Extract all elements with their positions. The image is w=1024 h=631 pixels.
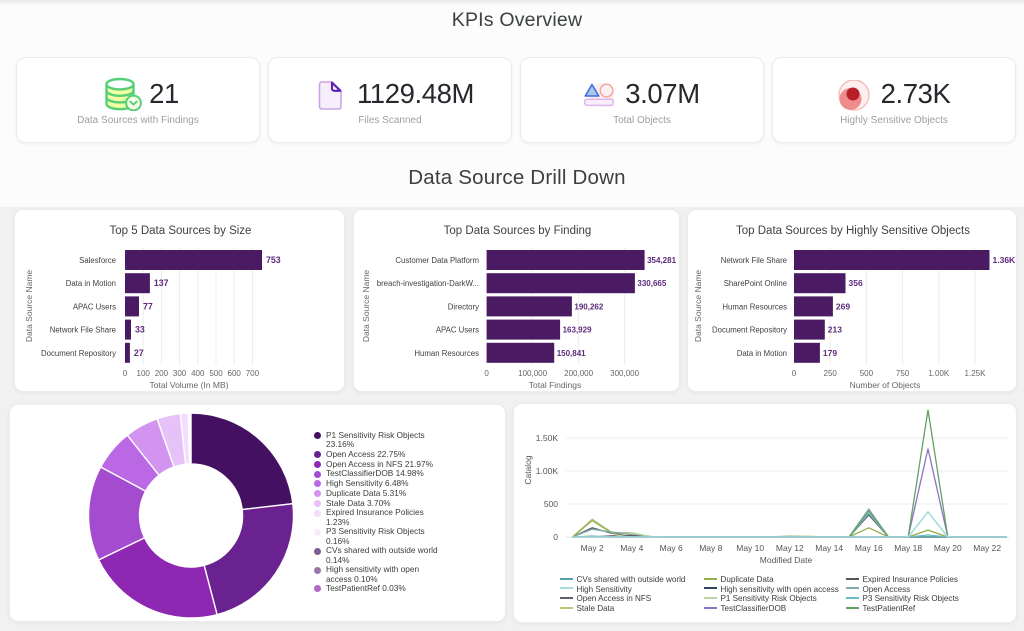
svg-text:Data in Motion: Data in Motion: [66, 279, 116, 288]
svg-text:1.25K: 1.25K: [965, 369, 987, 378]
svg-text:Top Data Sources by Finding: Top Data Sources by Finding: [444, 225, 592, 237]
svg-text:May 22: May 22: [973, 543, 1001, 553]
svg-text:Number of Objects: Number of Objects: [850, 380, 921, 390]
svg-text:300,000: 300,000: [610, 369, 639, 378]
svg-text:Document Repository: Document Repository: [712, 326, 787, 335]
svg-text:1.00K: 1.00K: [536, 466, 559, 476]
svg-text:May 16: May 16: [855, 543, 883, 553]
svg-text:354,281: 354,281: [647, 256, 676, 265]
svg-text:0: 0: [553, 532, 558, 542]
svg-text:500: 500: [544, 499, 558, 509]
svg-text:breach-investigation-DarkW...: breach-investigation-DarkW...: [377, 279, 479, 288]
svg-text:May 8: May 8: [699, 543, 722, 553]
svg-text:356: 356: [849, 278, 863, 288]
svg-text:Total Findings: Total Findings: [529, 380, 581, 390]
svg-text:Total Volume (In MB): Total Volume (In MB): [150, 380, 229, 390]
svg-text:250: 250: [824, 369, 838, 378]
svg-text:269: 269: [836, 301, 850, 311]
svg-text:100: 100: [137, 369, 151, 378]
svg-text:May 4: May 4: [620, 543, 643, 553]
svg-text:137: 137: [154, 278, 169, 288]
svg-text:May 18: May 18: [894, 543, 922, 553]
svg-text:Salesforce: Salesforce: [79, 256, 116, 265]
svg-text:Directory: Directory: [448, 302, 479, 311]
svg-text:600: 600: [228, 369, 242, 378]
svg-text:SharePoint Online: SharePoint Online: [724, 279, 787, 288]
svg-text:700: 700: [246, 369, 260, 378]
svg-text:Catalog: Catalog: [523, 455, 533, 485]
svg-text:Modified Date: Modified Date: [760, 555, 813, 565]
svg-text:163,929: 163,929: [563, 326, 592, 335]
svg-text:May 14: May 14: [815, 543, 843, 553]
svg-text:179: 179: [823, 348, 837, 358]
svg-text:190,262: 190,262: [574, 302, 603, 311]
svg-text:May 20: May 20: [934, 543, 962, 553]
svg-text:Document Repository: Document Repository: [41, 349, 116, 358]
svg-text:Top 5 Data Sources by Size: Top 5 Data Sources by Size: [110, 225, 252, 237]
svg-text:150,841: 150,841: [557, 349, 586, 358]
svg-text:750: 750: [896, 369, 910, 378]
svg-text:May 12: May 12: [776, 543, 804, 553]
svg-text:100,000: 100,000: [518, 369, 547, 378]
svg-text:May 2: May 2: [581, 543, 604, 553]
svg-text:200,000: 200,000: [564, 369, 593, 378]
svg-text:77: 77: [143, 301, 153, 311]
svg-text:Human Resources: Human Resources: [722, 302, 787, 311]
svg-text:1.00K: 1.00K: [928, 369, 950, 378]
svg-text:1.36K: 1.36K: [993, 255, 1017, 265]
svg-text:0: 0: [484, 369, 489, 378]
svg-text:Data Source Name: Data Source Name: [693, 270, 703, 343]
svg-text:Data Source Name: Data Source Name: [361, 270, 371, 343]
svg-text:Top Data Sources by Highly Sen: Top Data Sources by Highly Sensitive Obj…: [736, 225, 970, 237]
svg-text:0: 0: [123, 369, 128, 378]
svg-text:33: 33: [135, 325, 145, 335]
svg-text:Network File Share: Network File Share: [721, 256, 787, 265]
svg-text:May 6: May 6: [660, 543, 683, 553]
svg-text:27: 27: [134, 348, 144, 358]
svg-text:Data Source Name: Data Source Name: [24, 270, 34, 343]
svg-text:May 10: May 10: [736, 543, 764, 553]
svg-text:300: 300: [173, 369, 187, 378]
svg-text:213: 213: [828, 325, 842, 335]
svg-text:Human Resources: Human Resources: [414, 349, 479, 358]
svg-text:Customer Data Platform: Customer Data Platform: [395, 256, 479, 265]
svg-text:APAC Users: APAC Users: [436, 326, 479, 335]
svg-text:APAC Users: APAC Users: [73, 302, 116, 311]
svg-text:500: 500: [860, 369, 874, 378]
svg-text:Data in Motion: Data in Motion: [737, 349, 787, 358]
svg-text:200: 200: [155, 369, 169, 378]
svg-text:753: 753: [266, 255, 281, 265]
svg-text:1.50K: 1.50K: [536, 433, 559, 443]
svg-text:500: 500: [209, 369, 223, 378]
svg-text:Network File Share: Network File Share: [50, 326, 116, 335]
svg-text:330,665: 330,665: [637, 279, 666, 288]
svg-text:0: 0: [792, 369, 797, 378]
svg-text:400: 400: [191, 369, 205, 378]
